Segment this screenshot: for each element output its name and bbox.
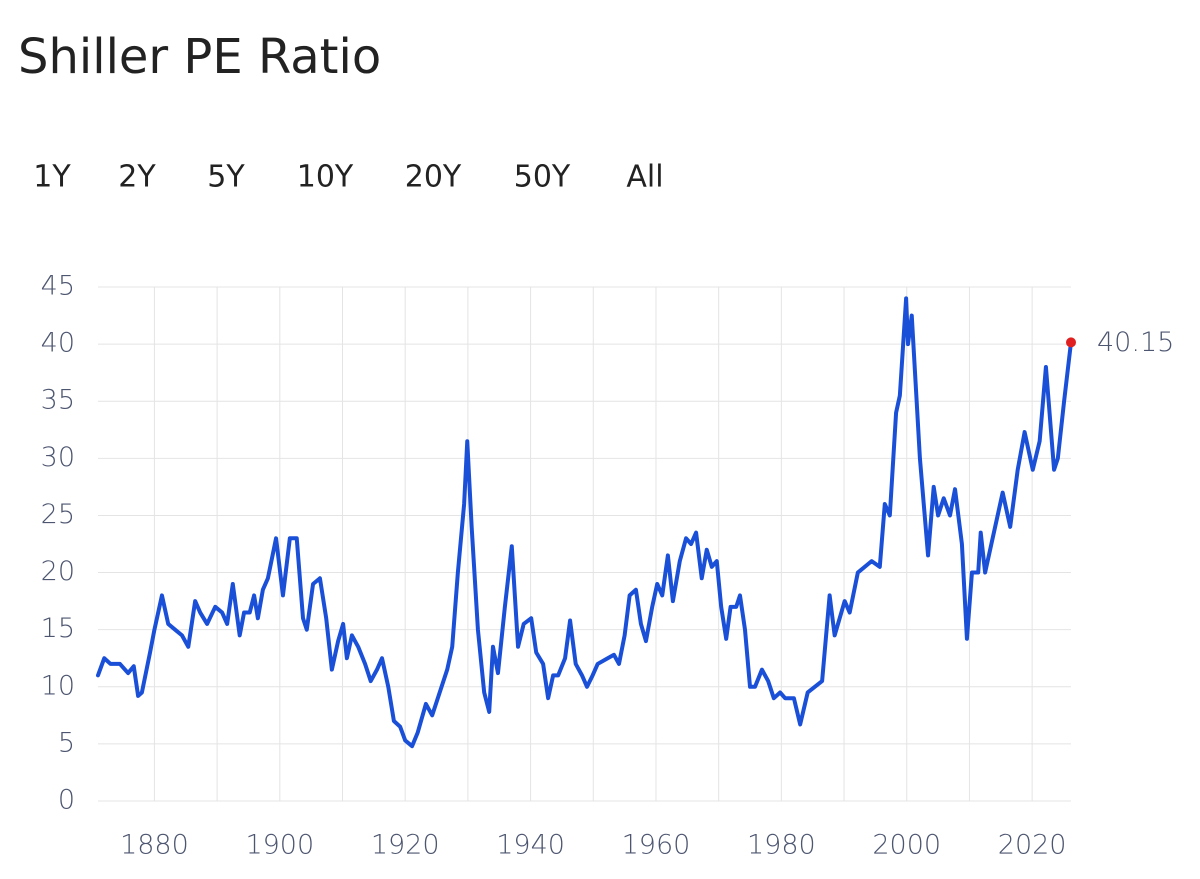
- y-tick-label: 20: [41, 556, 75, 587]
- chart-title: Shiller PE Ratio: [18, 29, 381, 85]
- y-tick-label: 5: [58, 727, 75, 758]
- line: [96, 296, 1073, 749]
- y-tick-label: 30: [41, 442, 75, 473]
- range-button[interactable]: 20Y: [405, 160, 462, 195]
- x-tick-label: 2020: [998, 830, 1067, 861]
- y-tick-label: 35: [41, 385, 75, 416]
- x-tick-label: 2000: [872, 830, 941, 861]
- range-button[interactable]: 10Y: [297, 160, 354, 195]
- range-button[interactable]: 2Y: [118, 160, 156, 195]
- x-tick-label: 1900: [245, 830, 314, 861]
- range-button[interactable]: All: [626, 160, 663, 195]
- y-tick-label: 45: [41, 271, 75, 302]
- x-tick-label: 1940: [496, 830, 565, 861]
- range-button[interactable]: 5Y: [207, 160, 245, 195]
- range-button[interactable]: 50Y: [514, 160, 571, 195]
- y-tick-label: 15: [41, 613, 75, 644]
- range-button[interactable]: 1Y: [33, 160, 71, 195]
- y-tick-label: 25: [41, 499, 75, 530]
- last-point: [1066, 337, 1076, 348]
- x-tick-label: 1920: [371, 830, 440, 861]
- x-tick-label: 1880: [120, 830, 189, 861]
- y-tick-label: 10: [41, 670, 75, 701]
- x-tick-label: 1980: [747, 830, 816, 861]
- last-value-label: 40.15: [1097, 327, 1174, 358]
- y-tick-label: 0: [58, 785, 75, 816]
- y-tick-label: 40: [41, 328, 75, 359]
- x-tick-label: 1960: [622, 830, 691, 861]
